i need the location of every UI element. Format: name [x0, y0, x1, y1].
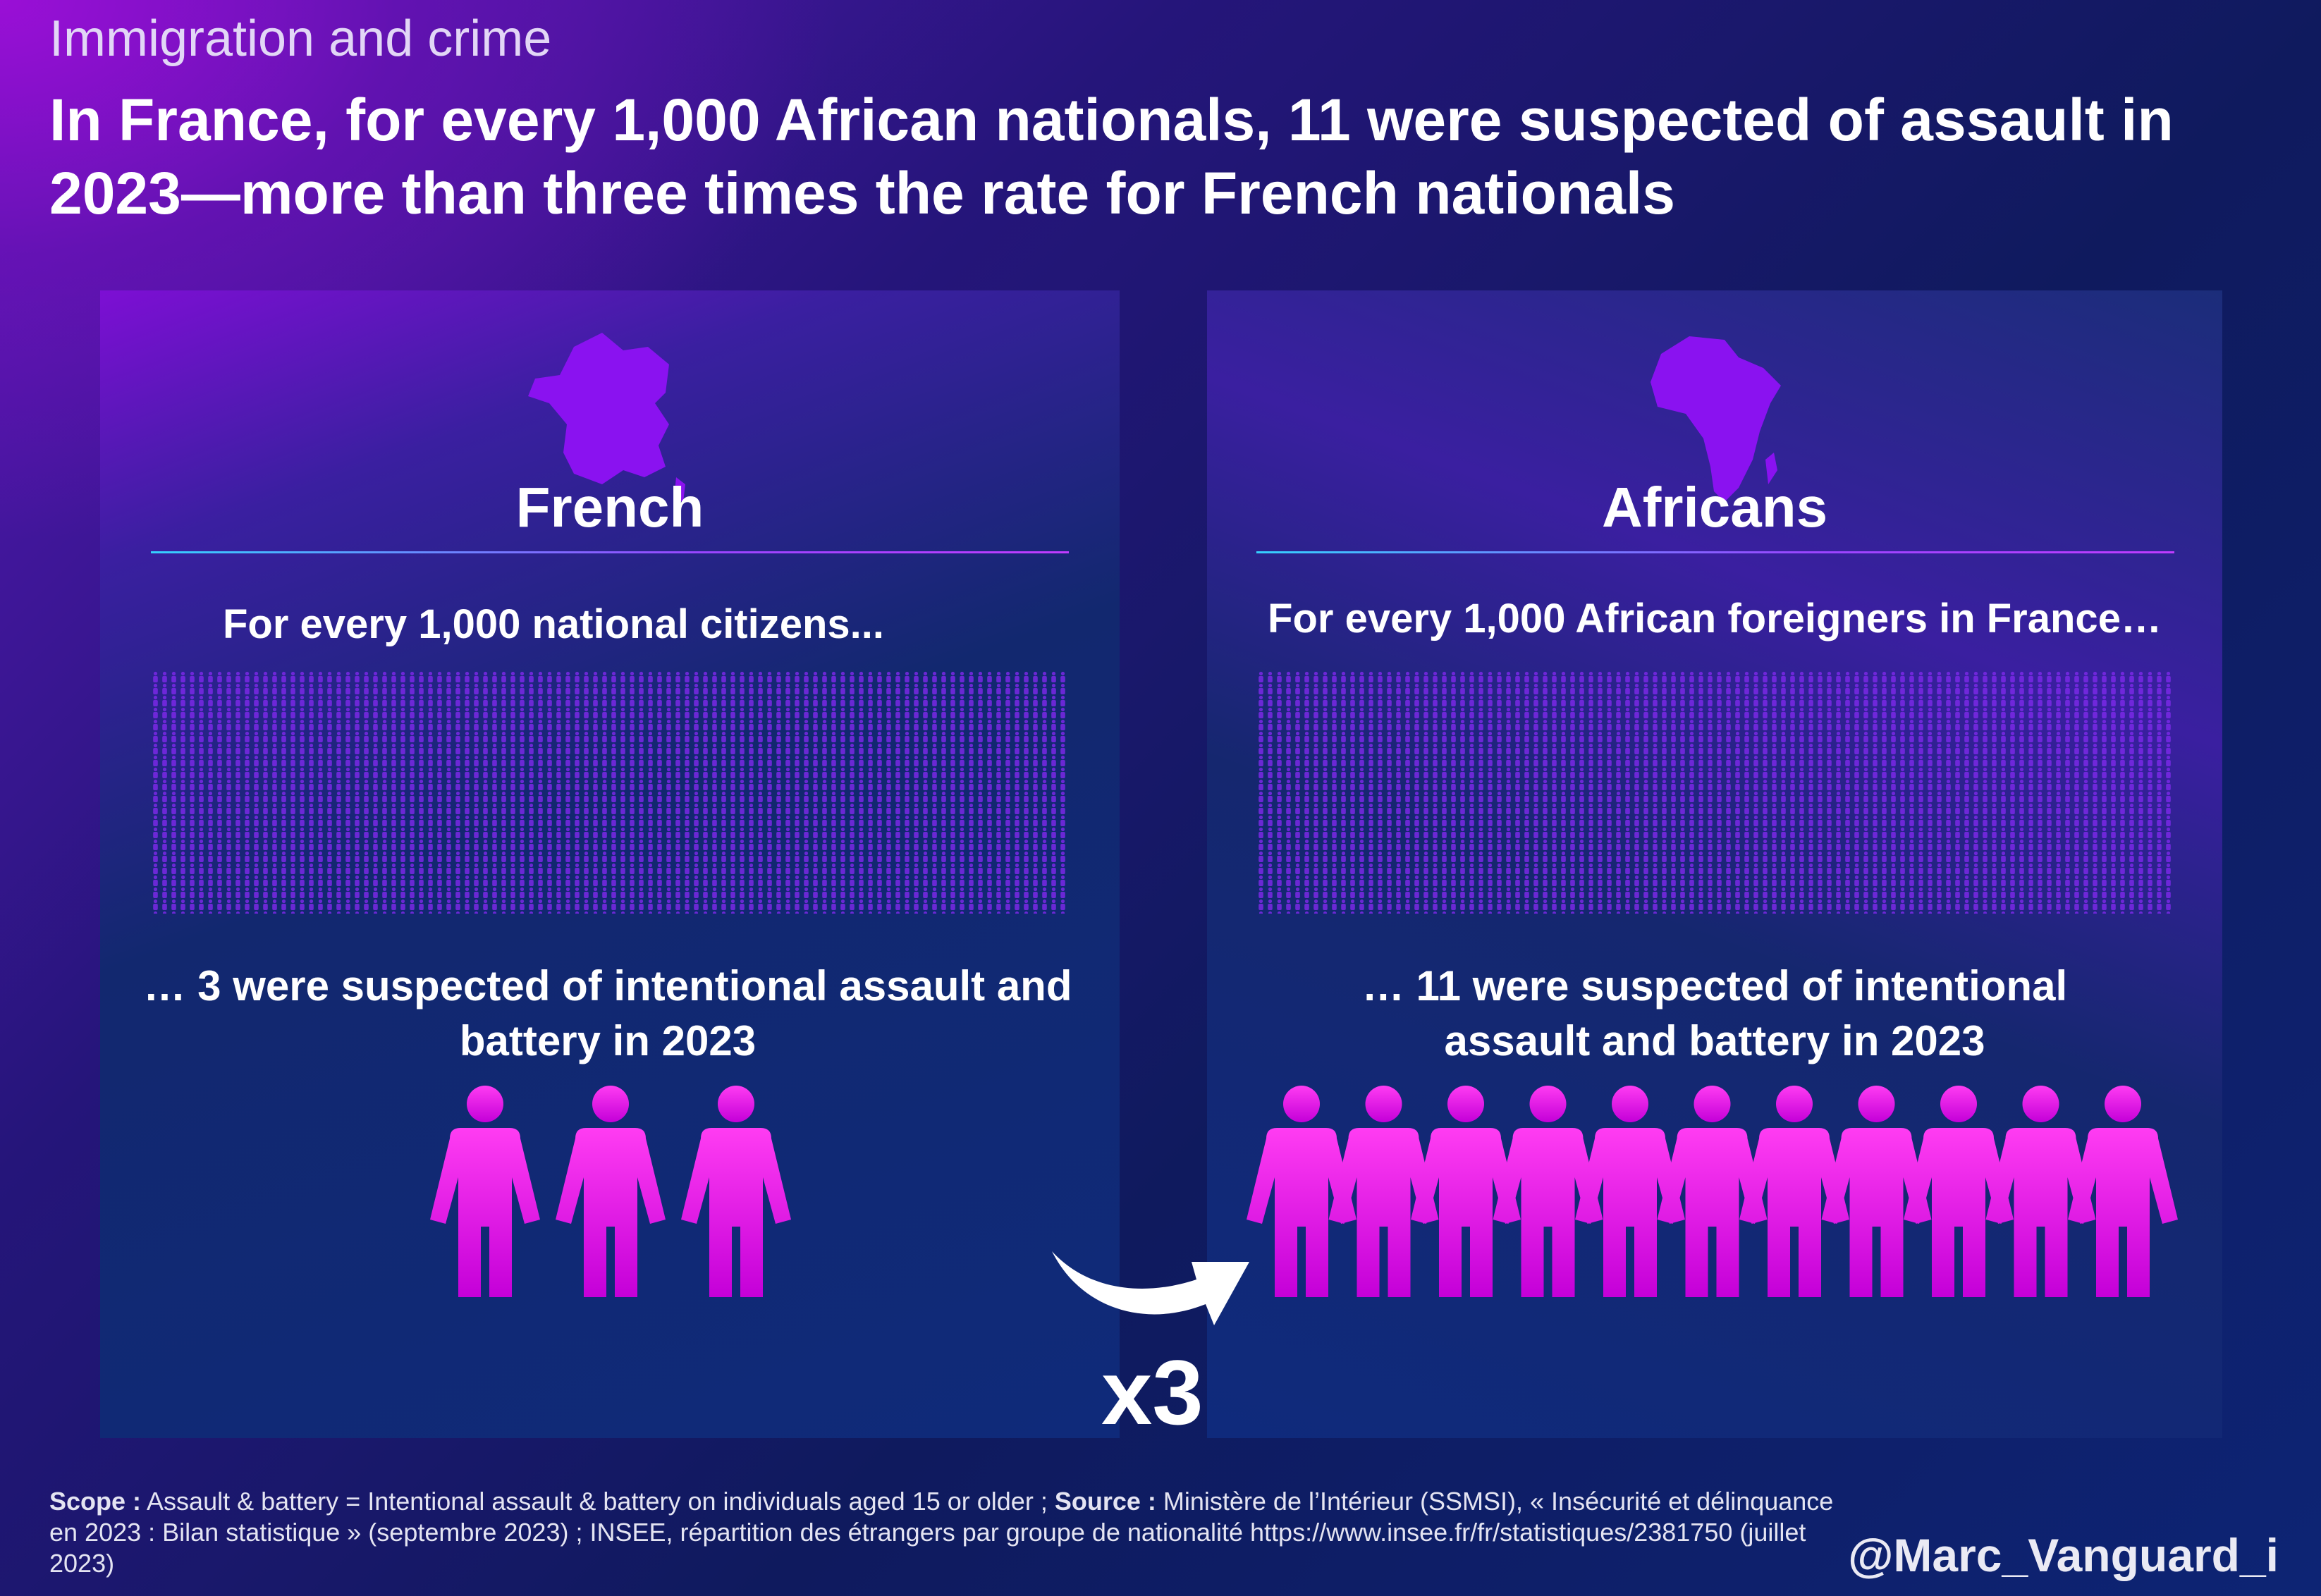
person-icon: [1821, 1086, 1932, 1297]
africa-map-icon: [1651, 336, 1781, 502]
person-icon: [430, 1086, 540, 1297]
person-icon: [681, 1086, 791, 1297]
person-icon: [1247, 1086, 1357, 1297]
person-icon: [1904, 1086, 2014, 1297]
panel-french: French For every 1,000 national citizens…: [100, 290, 1120, 1438]
panel-title: French: [515, 476, 704, 539]
person-icon: [556, 1086, 666, 1297]
multiplier-label: x3: [1101, 1341, 1204, 1444]
base-label: For every 1,000 national citizens...: [222, 601, 885, 647]
population-grid: [151, 671, 1069, 914]
scope-label: Scope :: [49, 1487, 142, 1516]
person-icon: [1493, 1086, 1603, 1297]
outcome-label: … 3 were suspected of intentional assaul…: [143, 962, 1072, 1064]
person-icon: [1328, 1086, 1439, 1297]
person-icon: [1657, 1086, 1768, 1297]
curved-arrow-icon: [1052, 1251, 1249, 1325]
person-icon: [1739, 1086, 1849, 1297]
scope-text: Assault & battery = Intentional assault …: [141, 1487, 1055, 1516]
outcome-label: … 11 were suspected of intentional assau…: [1361, 962, 2068, 1064]
footnote: Scope : Assault & battery = Intentional …: [49, 1486, 1854, 1579]
divider: [151, 551, 1069, 553]
panel-title: Africans: [1601, 476, 1828, 539]
base-label: For every 1,000 African foreigners in Fr…: [1268, 596, 2162, 642]
population-grid: [1256, 671, 2174, 914]
panel-africans: Africans For every 1,000 African foreign…: [1207, 290, 2222, 1438]
person-icon: [1411, 1086, 1521, 1297]
suspect-people: [430, 1086, 791, 1297]
divider: [1256, 551, 2174, 553]
overtitle: Immigration and crime: [49, 11, 552, 67]
source-label: Source :: [1054, 1487, 1156, 1516]
author-handle: @Marc_Vanguard_i: [1848, 1529, 2279, 1581]
suspect-people: [1247, 1086, 2178, 1297]
source-text: Ministère de l’Intérieur (SSMSI), « Insé…: [49, 1487, 1834, 1578]
person-icon: [2068, 1086, 2178, 1297]
person-icon: [1575, 1086, 1685, 1297]
person-icon: [1985, 1086, 2096, 1297]
headline: In France, for every 1,000 African natio…: [49, 87, 2174, 226]
france-map-icon: [528, 333, 685, 502]
